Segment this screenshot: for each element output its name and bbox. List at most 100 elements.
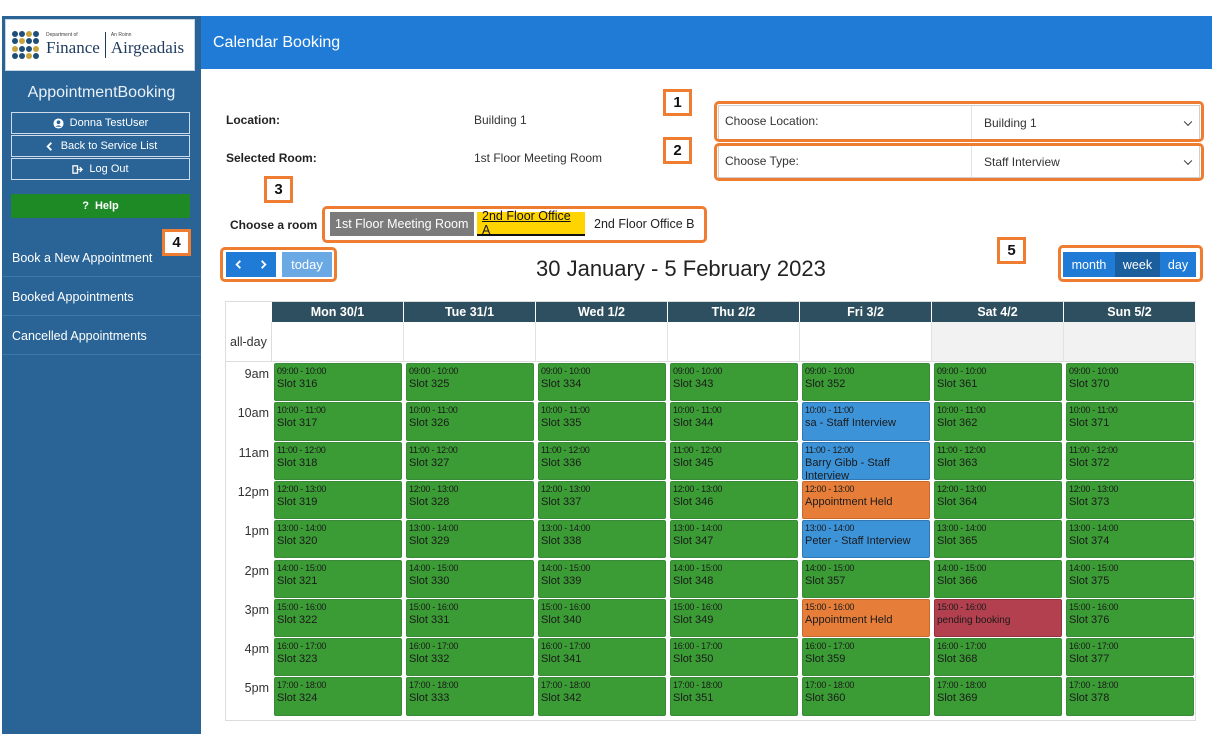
back-to-service-list-button[interactable]: Back to Service List [11, 135, 190, 157]
calendar-event[interactable]: 13:00 - 14:00 Slot 338 [538, 520, 666, 559]
calendar-event[interactable]: 15:00 - 16:00 pending booking [934, 598, 1062, 638]
allday-cell[interactable] [932, 322, 1064, 362]
user-button[interactable]: Donna TestUser [11, 112, 190, 134]
calendar-event[interactable]: 14:00 - 15:00 Slot 375 [1066, 559, 1194, 598]
room-tab-1st-floor-meeting-room[interactable]: 1st Floor Meeting Room [330, 212, 474, 236]
day-view-button[interactable]: day [1160, 252, 1196, 277]
calendar-event[interactable]: 17:00 - 18:00 Slot 378 [1066, 677, 1194, 716]
day-header[interactable]: Mon 30/1 [272, 302, 404, 322]
calendar-event[interactable]: 15:00 - 16:00 Slot 349 [670, 598, 798, 638]
nav-cancelled-appointments[interactable]: Cancelled Appointments [2, 317, 201, 355]
month-view-button[interactable]: month [1063, 252, 1115, 277]
calendar-event[interactable]: 15:00 - 16:00 Slot 331 [406, 598, 534, 638]
allday-cell[interactable] [272, 322, 404, 362]
allday-cell[interactable] [1064, 322, 1196, 362]
calendar-event[interactable]: 09:00 - 10:00 Slot 334 [538, 363, 666, 402]
calendar-event[interactable]: 12:00 - 13:00 Slot 328 [406, 480, 534, 520]
event-time: 15:00 - 16:00 [805, 601, 855, 612]
day-header[interactable]: Sat 4/2 [932, 302, 1064, 322]
event-time: 12:00 - 13:00 [1069, 483, 1119, 494]
calendar-event[interactable]: 14:00 - 15:00 Slot 339 [538, 559, 666, 598]
calendar-event[interactable]: 17:00 - 18:00 Slot 324 [274, 677, 402, 716]
day-header[interactable]: Sun 5/2 [1064, 302, 1196, 322]
calendar-event[interactable]: 10:00 - 11:00 Slot 317 [274, 402, 402, 441]
calendar-event[interactable]: 10:00 - 11:00 Slot 362 [934, 402, 1062, 441]
calendar-event[interactable]: 14:00 - 15:00 Slot 321 [274, 559, 402, 598]
calendar-event[interactable]: 13:00 - 14:00 Slot 365 [934, 520, 1062, 559]
room-tab-2nd-floor-office-a[interactable]: 2nd Floor Office A [477, 209, 585, 237]
calendar-event[interactable]: 17:00 - 18:00 Slot 351 [670, 677, 798, 716]
day-header[interactable]: Wed 1/2 [536, 302, 668, 322]
calendar-event[interactable]: 16:00 - 17:00 Slot 368 [934, 638, 1062, 677]
day-header[interactable]: Fri 3/2 [800, 302, 932, 322]
calendar-event[interactable]: 15:00 - 16:00 Slot 340 [538, 598, 666, 638]
calendar-event[interactable]: 13:00 - 14:00 Peter - Staff Interview [802, 520, 930, 559]
calendar-event[interactable]: 10:00 - 11:00 Slot 371 [1066, 402, 1194, 441]
calendar-event[interactable]: 12:00 - 13:00 Slot 364 [934, 480, 1062, 520]
calendar-event[interactable]: 09:00 - 10:00 Slot 325 [406, 363, 534, 402]
calendar-event[interactable]: 17:00 - 18:00 Slot 333 [406, 677, 534, 716]
log-out-button[interactable]: Log Out [11, 158, 190, 180]
calendar-event[interactable]: 17:00 - 18:00 Slot 342 [538, 677, 666, 716]
logo-divider [104, 32, 106, 58]
calendar-event[interactable]: 11:00 - 12:00 Slot 372 [1066, 441, 1194, 480]
location-select[interactable]: Building 1 [971, 106, 1199, 139]
calendar-event[interactable]: 13:00 - 14:00 Slot 374 [1066, 520, 1194, 559]
allday-cell[interactable] [800, 322, 932, 362]
calendar-event[interactable]: 11:00 - 12:00 Slot 336 [538, 441, 666, 480]
calendar-event[interactable]: 16:00 - 17:00 Slot 359 [802, 638, 930, 677]
calendar-event[interactable]: 10:00 - 11:00 Slot 344 [670, 402, 798, 441]
calendar-event[interactable]: 15:00 - 16:00 Appointment Held [802, 598, 930, 638]
prev-week-button[interactable] [226, 252, 251, 277]
calendar-event[interactable]: 09:00 - 10:00 Slot 352 [802, 363, 930, 402]
calendar-event[interactable]: 16:00 - 17:00 Slot 377 [1066, 638, 1194, 677]
calendar-event[interactable]: 09:00 - 10:00 Slot 361 [934, 363, 1062, 402]
calendar-event[interactable]: 15:00 - 16:00 Slot 322 [274, 598, 402, 638]
allday-cell[interactable] [536, 322, 668, 362]
calendar-event[interactable]: 09:00 - 10:00 Slot 343 [670, 363, 798, 402]
calendar-event[interactable]: 12:00 - 13:00 Slot 346 [670, 480, 798, 520]
calendar-event[interactable]: 14:00 - 15:00 Slot 366 [934, 559, 1062, 598]
allday-cell[interactable] [668, 322, 800, 362]
today-button[interactable]: today [282, 252, 332, 277]
calendar-event[interactable]: 16:00 - 17:00 Slot 332 [406, 638, 534, 677]
calendar-event[interactable]: 10:00 - 11:00 sa - Staff Interview [802, 402, 930, 441]
calendar-event[interactable]: 12:00 - 13:00 Slot 373 [1066, 480, 1194, 520]
nav-booked-appointments[interactable]: Booked Appointments [2, 278, 201, 316]
allday-cell[interactable] [404, 322, 536, 362]
calendar-event[interactable]: 14:00 - 15:00 Slot 330 [406, 559, 534, 598]
calendar-event[interactable]: 11:00 - 12:00 Slot 345 [670, 441, 798, 480]
calendar-event[interactable]: 14:00 - 15:00 Slot 357 [802, 559, 930, 598]
calendar-event[interactable]: 17:00 - 18:00 Slot 360 [802, 677, 930, 716]
nav-book-new-appointment[interactable]: Book a New Appointment [2, 239, 201, 277]
calendar-event[interactable]: 13:00 - 14:00 Slot 320 [274, 520, 402, 559]
room-tab-2nd-floor-office-b[interactable]: 2nd Floor Office B [594, 217, 695, 231]
calendar-event[interactable]: 12:00 - 13:00 Slot 319 [274, 480, 402, 520]
help-button[interactable]: ? Help [11, 194, 190, 218]
next-week-button[interactable] [251, 252, 276, 277]
calendar-event[interactable]: 16:00 - 17:00 Slot 350 [670, 638, 798, 677]
calendar-event[interactable]: 17:00 - 18:00 Slot 369 [934, 677, 1062, 716]
calendar-event[interactable]: 14:00 - 15:00 Slot 348 [670, 559, 798, 598]
department-logo[interactable]: Department of Finance An Roinn Airgeadai… [5, 19, 195, 71]
type-select[interactable]: Staff Interview [971, 146, 1199, 177]
calendar-event[interactable]: 13:00 - 14:00 Slot 329 [406, 520, 534, 559]
day-header[interactable]: Thu 2/2 [668, 302, 800, 322]
calendar-event[interactable]: 11:00 - 12:00 Slot 318 [274, 441, 402, 480]
day-header[interactable]: Tue 31/1 [404, 302, 536, 322]
calendar-event[interactable]: 16:00 - 17:00 Slot 323 [274, 638, 402, 677]
calendar-event[interactable]: 11:00 - 12:00 Slot 327 [406, 441, 534, 480]
event-time: 14:00 - 15:00 [673, 562, 723, 573]
calendar-event[interactable]: 16:00 - 17:00 Slot 341 [538, 638, 666, 677]
calendar-event[interactable]: 10:00 - 11:00 Slot 326 [406, 402, 534, 441]
calendar-event[interactable]: 09:00 - 10:00 Slot 370 [1066, 363, 1194, 402]
calendar-event[interactable]: 10:00 - 11:00 Slot 335 [538, 402, 666, 441]
week-view-button[interactable]: week [1115, 252, 1160, 277]
calendar-event[interactable]: 15:00 - 16:00 Slot 376 [1066, 598, 1194, 638]
calendar-event[interactable]: 12:00 - 13:00 Slot 337 [538, 480, 666, 520]
calendar-event[interactable]: 09:00 - 10:00 Slot 316 [274, 363, 402, 402]
calendar-event[interactable]: 11:00 - 12:00 Slot 363 [934, 441, 1062, 480]
calendar-event[interactable]: 12:00 - 13:00 Appointment Held [802, 480, 930, 520]
calendar-event[interactable]: 11:00 - 12:00 Barry Gibb - Staff Intervie… [802, 441, 930, 480]
calendar-event[interactable]: 13:00 - 14:00 Slot 347 [670, 520, 798, 559]
